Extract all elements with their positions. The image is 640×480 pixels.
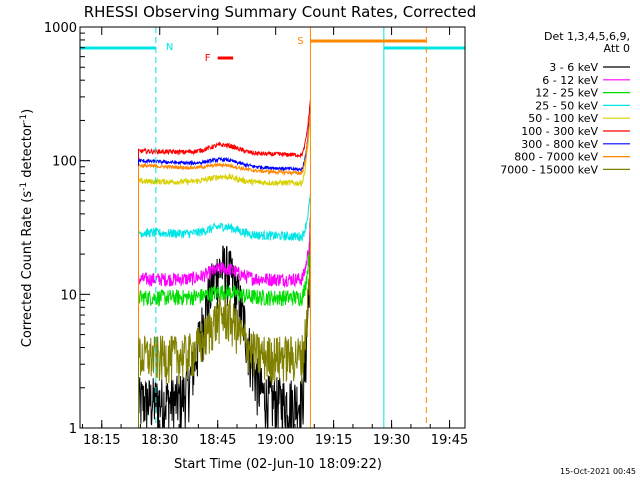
x-axis-label: Start Time (02-Jun-10 18:09:22) (174, 457, 382, 472)
detector-label: Det 1,3,4,5,6,9, (544, 30, 630, 43)
series-line-5 (138, 99, 311, 428)
series-line-4 (138, 110, 311, 428)
series-line-2 (138, 234, 311, 428)
legend-label-5: 100 - 300 keV (521, 125, 598, 138)
night-label: N (166, 42, 173, 53)
legend-label-2: 12 - 25 keV (535, 87, 598, 100)
series-line-3 (138, 193, 311, 428)
legend-label-6: 300 - 800 keV (521, 138, 598, 151)
ylabel-mid: detector (20, 122, 35, 182)
legend-label-8: 7000 - 15000 keV (500, 163, 598, 176)
x-tick-label-3: 19:00 (257, 433, 294, 448)
series-line-1 (138, 226, 311, 428)
y-tick-label-3: 1000 (44, 21, 77, 36)
x-tick-label-6: 19:45 (431, 433, 468, 448)
series-line-6 (138, 106, 311, 428)
plot-frame (79, 26, 466, 429)
x-tick-label-0: 18:15 (83, 433, 120, 448)
legend-label-3: 25 - 50 keV (535, 99, 598, 112)
flare-label: F (205, 53, 211, 64)
saa-label: S (297, 36, 303, 47)
axes: 18:15 18:30 18:45 19:00 19:15 19:30 19:45 1 10 10… (44, 21, 468, 448)
legend-label-0: 3 - 6 keV (549, 61, 598, 74)
legend-label-7: 800 - 7000 keV (514, 151, 598, 164)
y-axis-label: Corrected Count Rate (s-1 detector-1) (19, 109, 35, 347)
legend-label-4: 50 - 100 keV (528, 112, 598, 125)
y-tick-label-2: 100 (52, 155, 77, 170)
legend-label-1: 6 - 12 keV (542, 74, 598, 87)
y-tick-label-0: 1 (69, 422, 77, 437)
ylabel-sup1: -1 (19, 182, 29, 191)
attenuator-label: Att 0 (604, 42, 630, 55)
ylabel-sup2: -1 (19, 114, 29, 123)
x-tick-label-1: 18:30 (141, 433, 178, 448)
x-tick-label-4: 19:15 (315, 433, 352, 448)
svg-text:Corrected Count Rate (s-1 dete: Corrected Count Rate (s-1 detector-1) (19, 109, 35, 347)
series-line-8 (138, 241, 311, 428)
x-tick-label-2: 18:45 (199, 433, 236, 448)
chart-title: RHESSI Observing Summary Count Rates, Co… (84, 3, 477, 21)
plot-marks: N S F (79, 27, 466, 430)
ylabel-main: Corrected Count Rate (s (20, 191, 35, 348)
series-line-0 (138, 217, 311, 430)
footer-timestamp: 15-Oct-2021 00:45 (560, 467, 636, 476)
x-tick-label-5: 19:30 (373, 433, 410, 448)
ylabel-end: ) (20, 109, 35, 114)
y-tick-label-1: 10 (60, 288, 77, 303)
series-line-7 (138, 111, 311, 428)
